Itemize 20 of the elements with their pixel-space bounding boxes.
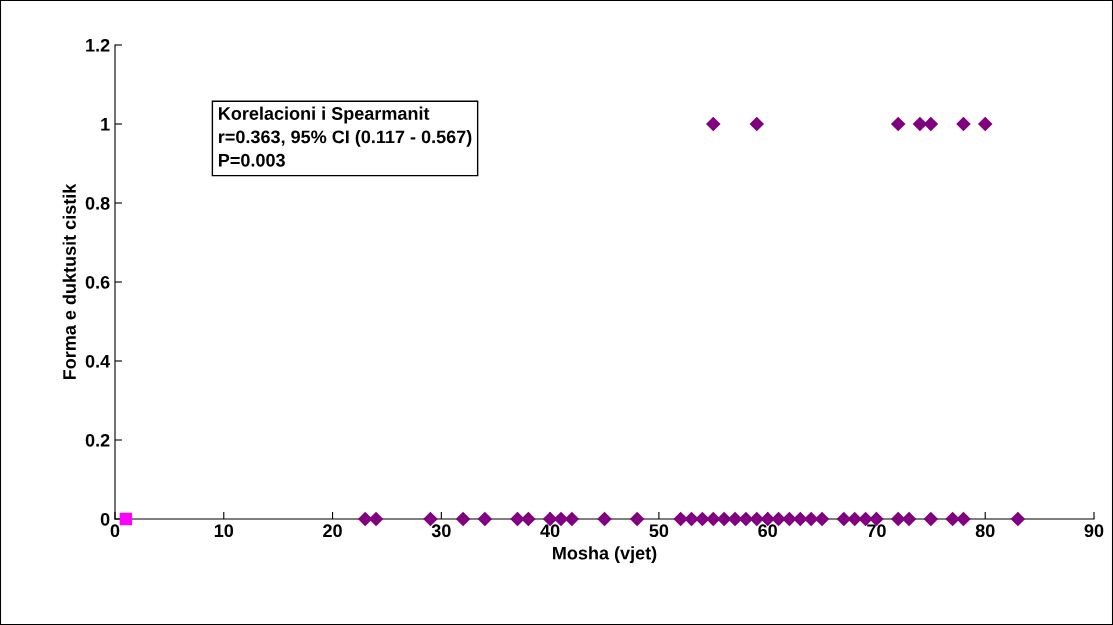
x-tick-label: 70 xyxy=(867,524,886,538)
x-tick-label: 60 xyxy=(758,524,777,538)
x-tick-label: 50 xyxy=(649,524,669,538)
y-tick-label: 0.8 xyxy=(85,196,110,210)
y-tick-label: 0.6 xyxy=(85,275,110,289)
y-tick-label: 1 xyxy=(101,118,110,131)
y-tick-label: 0.4 xyxy=(85,354,111,368)
y-tick-label: 0.2 xyxy=(85,433,110,447)
y-tick-label: 0 xyxy=(100,512,110,526)
x-tick-label: 90 xyxy=(1084,524,1104,538)
y-axis-title: Forma e duktusit cistik xyxy=(62,183,76,380)
annotation: Korelacioni i Spearmanit r=0.363, 95% CI (0.117 - 0.567) P=0.003 xyxy=(218,106,472,167)
x-tick-label: 10 xyxy=(214,524,234,538)
x-tick-label: 40 xyxy=(540,524,560,538)
y-tick-label: 1.2 xyxy=(86,38,110,52)
x-axis-title: Mosha (vjet) xyxy=(553,546,657,564)
x-tick-label: 30 xyxy=(431,524,451,538)
x-tick-label: 80 xyxy=(975,524,995,538)
x-tick-label: 0 xyxy=(110,524,120,538)
x-tick-label: 20 xyxy=(323,524,342,538)
